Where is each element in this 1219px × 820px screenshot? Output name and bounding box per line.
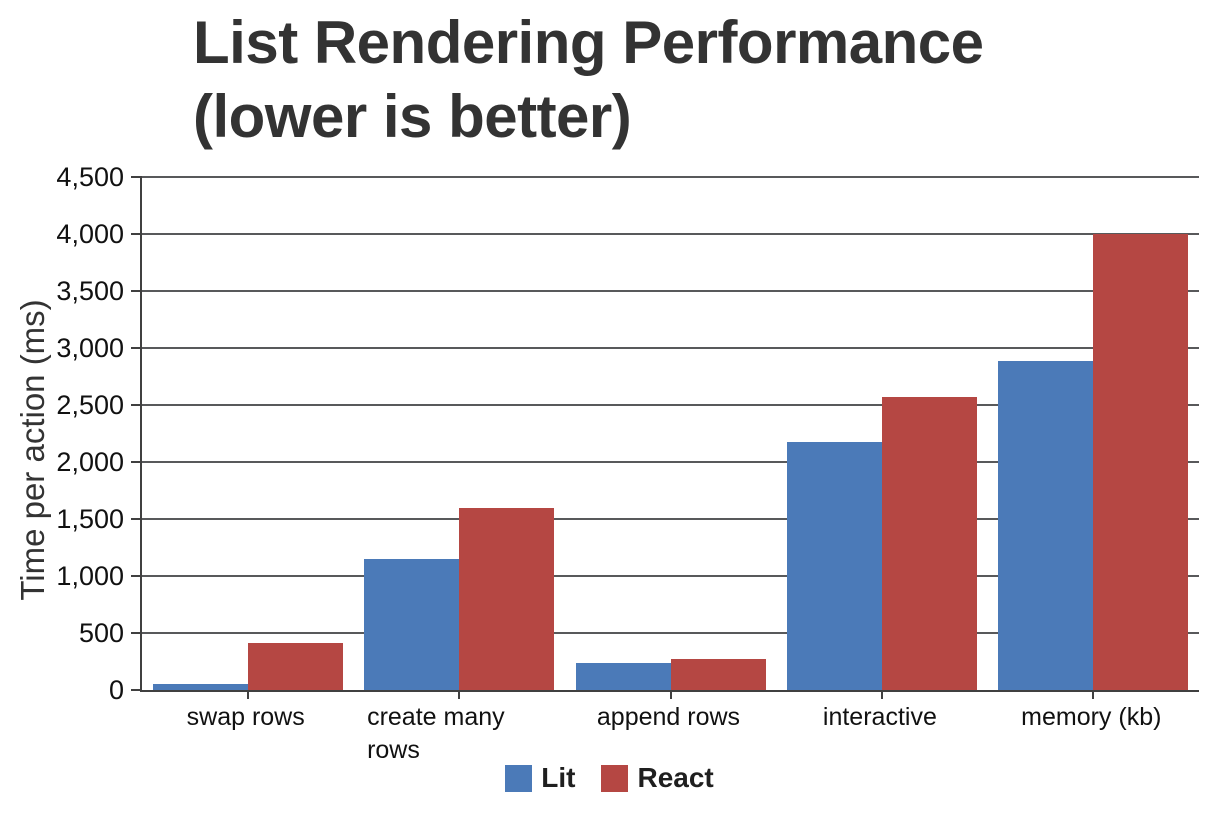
x-axis-labels: swap rows create many rows append rows inte… [140,701,1197,773]
y-axis-tick [131,347,142,349]
x-category-label-cell: memory (kb) [986,701,1197,734]
grid-line [142,347,1199,349]
chart-title: List Rendering Performance (lower is bet… [193,6,984,155]
x-category-label: create many rows [367,703,505,764]
y-tick-label: 2,000 [56,447,124,477]
grid-line [142,290,1199,292]
y-tick-label: 1,000 [56,561,124,591]
bar-lit-2 [575,663,671,690]
y-tick-label: 0 [108,675,124,705]
x-axis-tick [669,690,672,699]
y-axis-tick [131,290,142,292]
legend-item-lit: Lit [505,762,575,794]
legend-label-lit: Lit [541,762,576,793]
y-tick-label: 1,500 [56,504,124,534]
legend-swatch-react [601,764,629,792]
y-tick-label: 3,500 [56,276,124,306]
y-axis-tick [131,689,142,691]
y-axis-tick-labels: 0 500 1,000 1,500 2,000 2,500 3,000 3,500 4,000 4… [0,0,132,820]
y-axis-tick [131,575,142,577]
x-axis-tick [246,690,249,699]
y-axis-tick [131,404,142,406]
y-axis-tick [131,461,142,463]
x-category-label: memory (kb) [1021,703,1162,731]
bar-lit-0 [152,684,248,690]
bar-react-4 [1093,234,1189,690]
y-tick-label: 2,500 [56,390,124,420]
plot-area [131,176,1199,699]
bar-lit-1 [364,558,460,690]
x-category-label: append rows [596,703,741,731]
x-category-label: interactive [822,703,937,731]
grid-line [142,233,1199,235]
y-axis-tick [131,518,142,520]
y-axis-tick [131,176,142,178]
y-tick-label: 4,500 [56,162,124,192]
bar-react-0 [247,643,343,690]
y-axis-tick [131,632,142,634]
bar-lit-3 [786,442,882,690]
chart-title-line1: List Rendering Performance [193,9,984,76]
legend-item-react: React [601,762,714,794]
x-axis-tick [458,690,461,699]
legend-swatch-lit [505,764,533,792]
grid-line [142,575,1199,577]
legend-label-react: React [637,762,714,793]
x-axis-tick [1092,690,1095,699]
grid-line [142,461,1199,463]
x-category-label-cell: create many rows [351,701,562,767]
bar-react-1 [459,507,555,690]
y-tick-label: 500 [78,618,124,648]
x-category-label-cell: swap rows [140,701,351,734]
bar-react-2 [670,659,766,690]
grid-line [142,404,1199,406]
chart-title-line2: (lower is better) [193,83,632,151]
x-category-label: swap rows [186,703,305,731]
bar-react-3 [881,397,977,690]
y-tick-label: 3,000 [56,333,124,363]
x-axis-tick [880,690,883,699]
y-axis-tick [131,233,142,235]
x-category-label-cell: interactive [774,701,985,734]
y-tick-label: 4,000 [56,219,124,249]
grid-line [142,176,1199,178]
legend: Lit React [0,762,1219,794]
grid-line [142,632,1199,634]
bar-lit-4 [998,360,1094,690]
x-category-label-cell: append rows [563,701,774,734]
grid-line [142,518,1199,520]
